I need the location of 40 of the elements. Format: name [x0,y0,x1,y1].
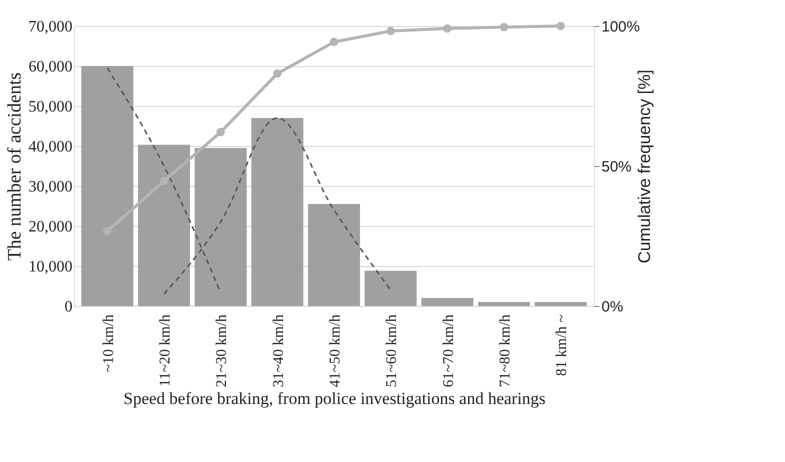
point [216,128,225,136]
point [273,69,282,78]
y-tick-label: 40,000 [28,138,72,156]
x-tick-label: 81 km/h ~ [554,314,570,376]
bar [81,66,134,306]
y-tick-label: 20,000 [28,218,72,236]
point [160,176,168,186]
y-tick-label: 0 [64,298,72,316]
y-tick-label: 70,000 [28,18,72,36]
y-tick-label: 30,000 [28,178,72,196]
point [500,22,508,32]
x-tick-label: 31~40 km/h [270,314,287,388]
y2-tick-label: 0% [602,298,624,316]
y-tick-label: 10,000 [28,258,72,276]
bar [194,148,247,306]
bar [308,204,360,306]
bar [138,144,190,306]
point [443,24,452,33]
y2-axis-title: Cumulative frequency [%] [634,70,654,264]
x-axis-title: Speed before braking, from police investigations and hearings [123,389,546,408]
x-tick-label: 41~50 km/h [328,314,344,388]
y-tick-label: 60,000 [28,58,72,76]
bar [478,302,530,306]
x-tick-label: ~10 km/h [100,314,117,372]
bar [251,118,304,306]
x-tick-label: 11~20 km/h [158,314,174,387]
bar [534,302,587,306]
bar [364,270,417,306]
x-tick-label: 51~60 km/h [384,314,400,388]
bar [421,298,474,306]
y-tick-label: 50,000 [28,98,72,116]
point [556,22,565,30]
y-axis-title: The number of accidents [4,72,26,261]
x-tick-label: 71~80 km/h [498,314,514,388]
y2-tick-label: 100% [602,18,640,36]
point [330,38,338,46]
x-tick-label: 21~30 km/h [214,314,230,388]
point [386,26,395,36]
y2-tick-label: 50% [602,158,632,176]
x-tick-label: 61~70 km/h [440,314,457,388]
